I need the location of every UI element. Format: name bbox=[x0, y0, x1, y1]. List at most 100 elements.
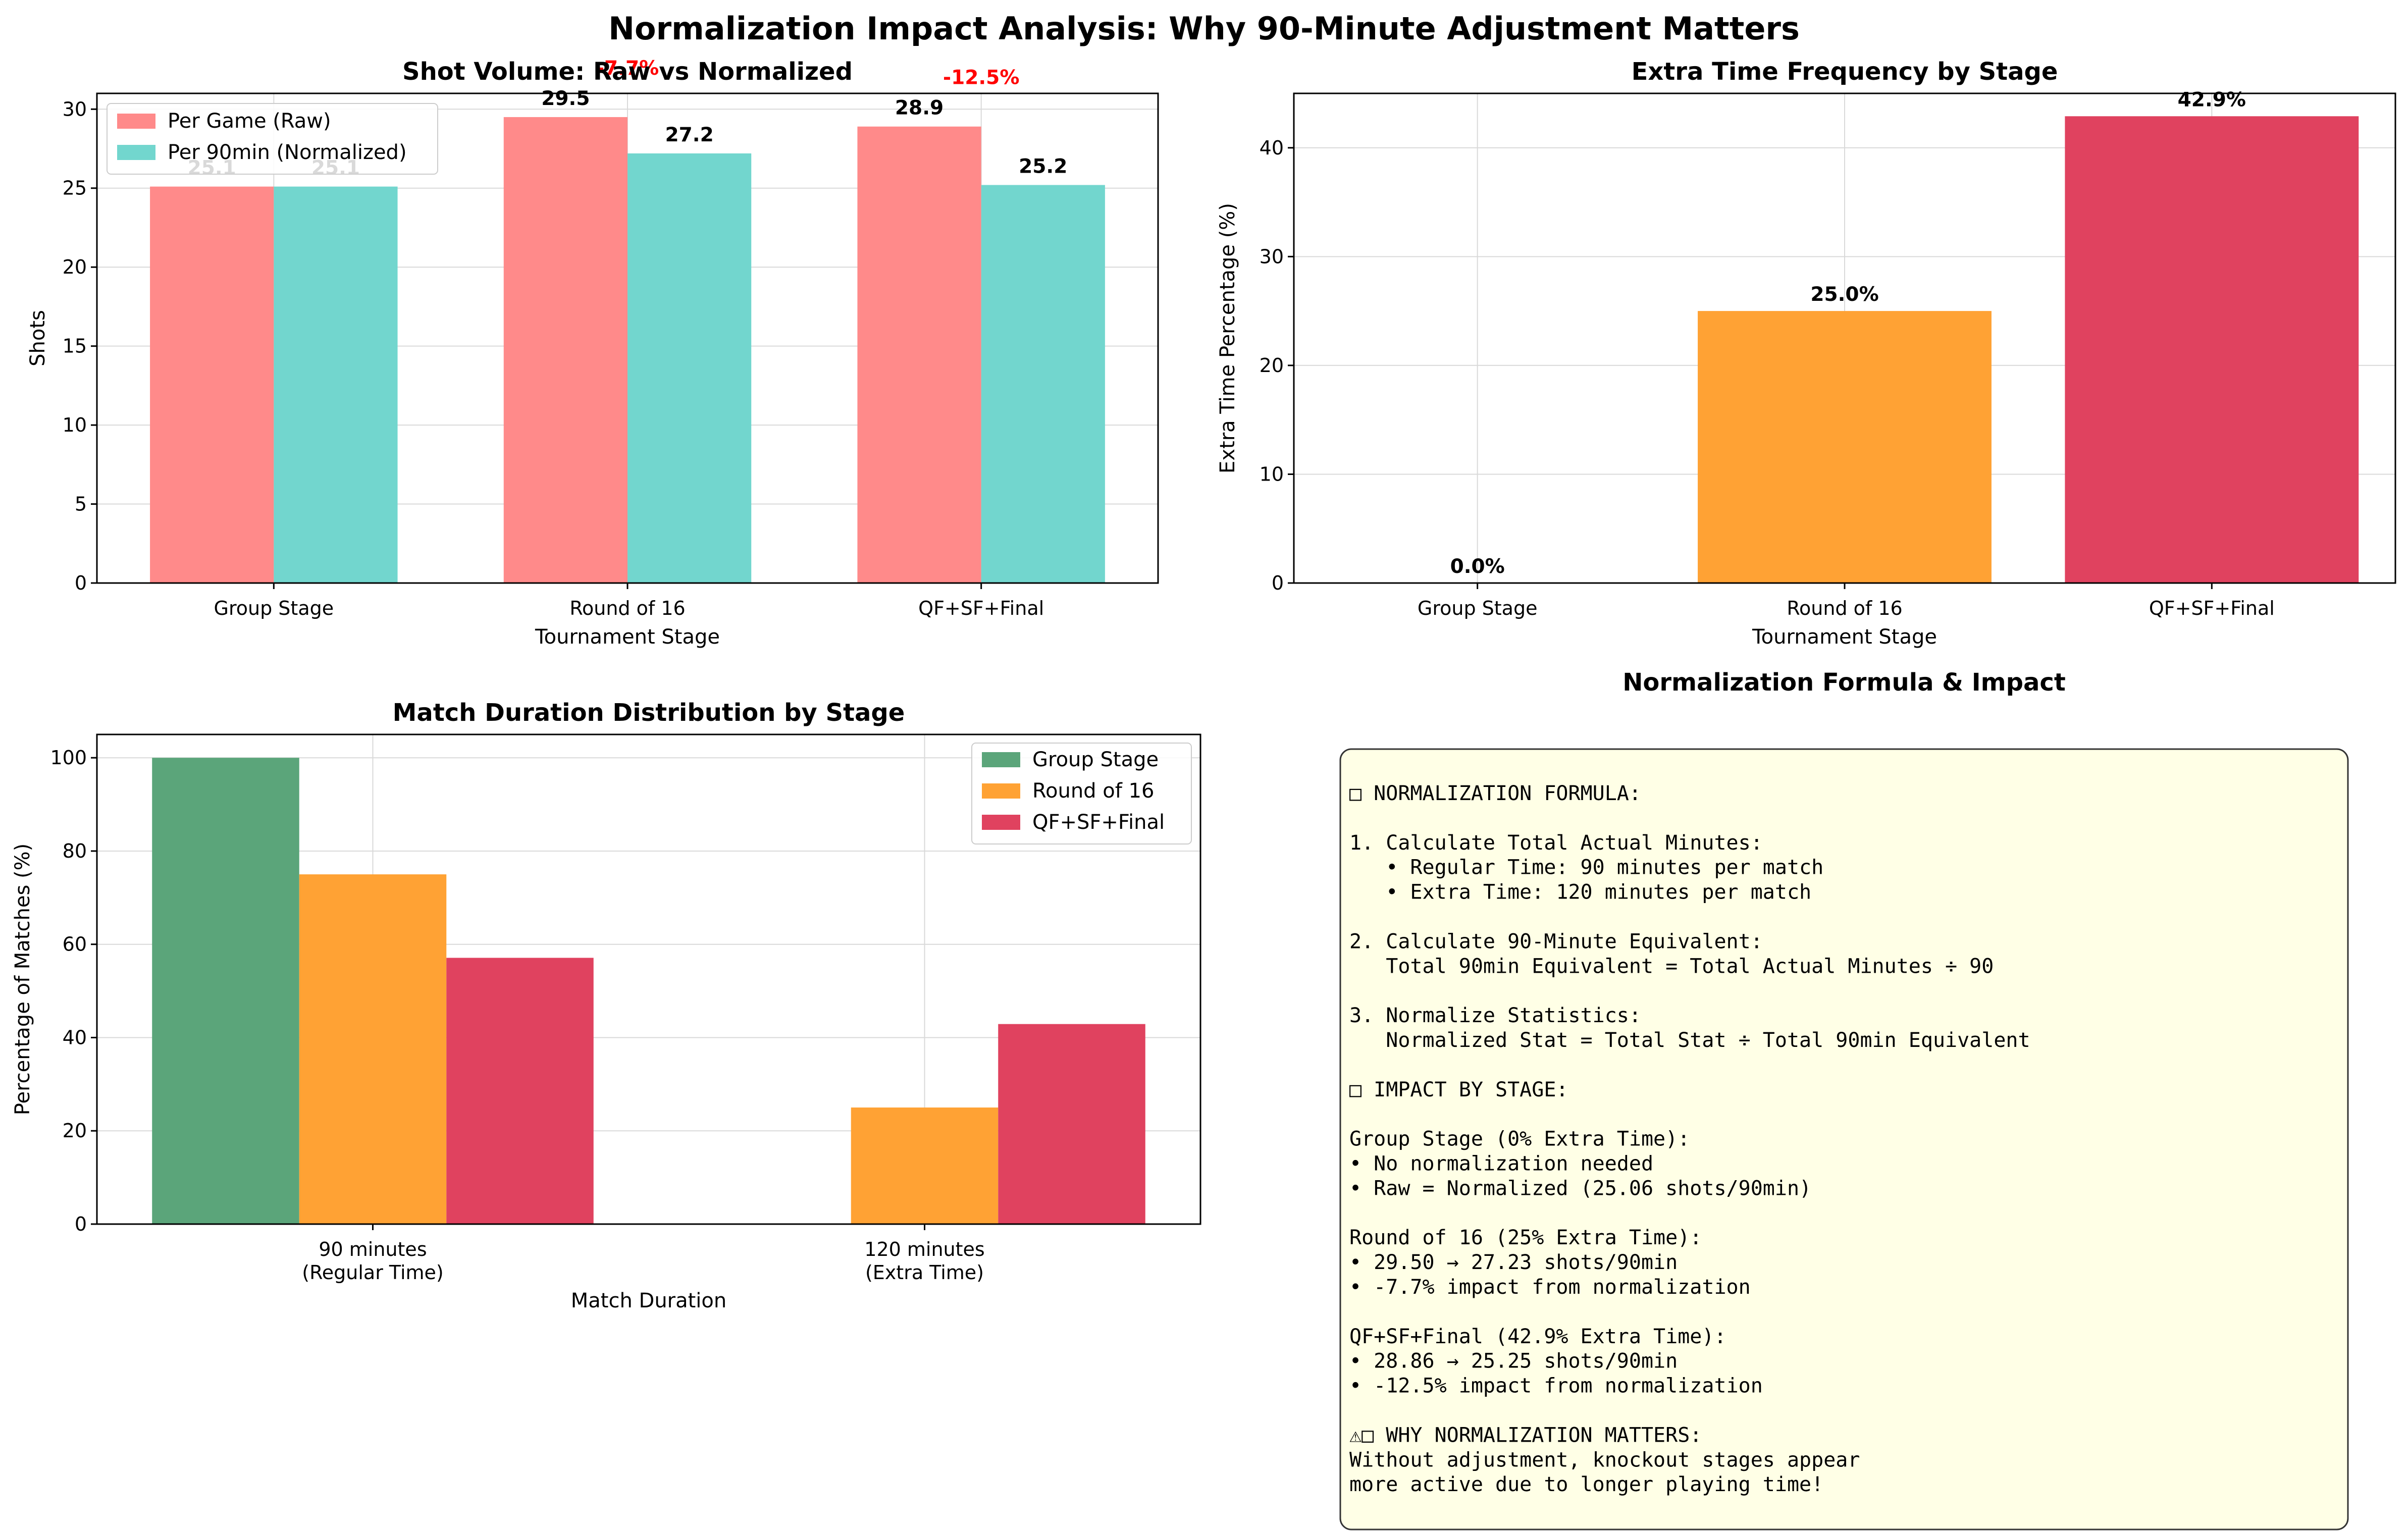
formula-line: Total 90min Equivalent = Total Actual Mi… bbox=[1349, 955, 1994, 978]
formula-line: • No normalization needed bbox=[1349, 1152, 1653, 1176]
c2-ylabel: Extra Time Percentage (%) bbox=[1216, 203, 1239, 473]
c3-legend-box bbox=[971, 743, 1192, 844]
c1-bar-per-90min-normalized-group-stage bbox=[274, 186, 398, 583]
c3-legend-label: QF+SF+Final bbox=[1032, 811, 1165, 834]
extra-time-chart: 0.0% 25.0% 42.9% 0 10 20 30 40 Group Stage Round … bbox=[1216, 58, 2396, 649]
c2-ytick-label: 0 bbox=[1272, 572, 1284, 594]
c2-bar-round-of-16 bbox=[1698, 311, 1992, 583]
c2-ytick-label: 40 bbox=[1260, 137, 1284, 159]
c1-bar-per-game-raw-qf-sf-final bbox=[857, 126, 981, 584]
c1-ytick-label: 10 bbox=[63, 414, 87, 436]
c3-ytick-label: 80 bbox=[63, 840, 87, 862]
c2-xlabel: Tournament Stage bbox=[1752, 625, 1937, 649]
c2-value-label: 42.9% bbox=[2178, 88, 2246, 111]
c1-value-label: 25.2 bbox=[1019, 155, 1067, 178]
c2-ytick-label: 20 bbox=[1260, 354, 1284, 377]
formula-line: • 28.86 → 25.25 shots/90min bbox=[1349, 1350, 1678, 1373]
formula-line: ⚠□ WHY NORMALIZATION MATTERS: bbox=[1349, 1423, 1702, 1447]
c1-legend-label: Per 90min (Normalized) bbox=[168, 141, 407, 164]
c1-change-annotation: -7.7% bbox=[596, 57, 659, 80]
c1-bar-per-game-raw-round-of-16 bbox=[503, 117, 627, 583]
c1-xlabel: Tournament Stage bbox=[535, 625, 720, 649]
c3-legend-swatch bbox=[982, 783, 1020, 799]
c1-legend-box bbox=[107, 103, 438, 175]
c1-ytick-label: 25 bbox=[63, 177, 87, 199]
c1-value-label: 29.5 bbox=[541, 87, 590, 110]
c1-bar-per-90min-normalized-round-of-16 bbox=[627, 153, 752, 584]
c1-ytick-label: 20 bbox=[63, 256, 87, 278]
c2-title: Extra Time Frequency by Stage bbox=[1632, 58, 2058, 86]
c2-ytick-label: 10 bbox=[1260, 463, 1284, 485]
c3-legend-label: Group Stage bbox=[1032, 748, 1159, 771]
c3-axes-frame bbox=[96, 733, 1201, 1225]
c3-legend: Group Stage Round of 16 QF+SF+Final bbox=[971, 743, 1192, 844]
formula-line: QF+SF+Final (42.9% Extra Time): bbox=[1349, 1325, 1726, 1348]
c2-value-label: 25.0% bbox=[1810, 283, 1878, 306]
c1-ytick-label: 15 bbox=[63, 335, 87, 357]
formula-line: 2. Calculate 90-Minute Equivalent: bbox=[1349, 930, 1763, 953]
formula-box bbox=[1339, 748, 2349, 1530]
formula-line: 3. Normalize Statistics: bbox=[1349, 1004, 1641, 1027]
c1-value-label: 28.9 bbox=[895, 97, 944, 120]
c1-legend-swatch bbox=[117, 145, 155, 160]
formula-line: □ IMPACT BY STAGE: bbox=[1349, 1078, 1568, 1101]
c1-xtick-label-group-stage: Group Stage bbox=[214, 597, 334, 619]
c2-bar-qf-sf-final bbox=[2065, 116, 2359, 583]
c3-ytick-label: 0 bbox=[75, 1213, 87, 1235]
c3-bar-round-of-16-90 bbox=[299, 874, 447, 1224]
c3-bar-round-of-16-120 bbox=[851, 1107, 999, 1224]
c3-xtick-label-120-minutes: 120 minutes (Extra Time) bbox=[864, 1238, 984, 1284]
c3-xtick-label-90-minutes: 90 minutes (Regular Time) bbox=[302, 1238, 443, 1284]
c1-xtick-label-qf-sf-final: QF+SF+Final bbox=[918, 597, 1044, 619]
formula-line: Without adjustment, knockout stages appe… bbox=[1349, 1448, 1860, 1471]
c2-ytick-label: 30 bbox=[1260, 245, 1284, 268]
c1-legend-label: Per Game (Raw) bbox=[168, 110, 331, 133]
c1-ytick-label: 30 bbox=[63, 98, 87, 120]
shot-volume-chart: 25.129.528.925.127.225.2-7.7%-12.5%05101… bbox=[26, 57, 1159, 649]
c3-xlabel: Match Duration bbox=[571, 1289, 727, 1312]
formula-line: □ NORMALIZATION FORMULA: bbox=[1349, 782, 1641, 805]
figure-title: Normalization Impact Analysis: Why 90-Mi… bbox=[608, 10, 1800, 47]
formula-line: • Extra Time: 120 minutes per match bbox=[1349, 881, 1811, 904]
c3-ytick-label: 20 bbox=[63, 1120, 87, 1142]
c1-legend-swatch bbox=[117, 114, 155, 129]
c2-value-label: 0.0% bbox=[1450, 555, 1505, 578]
formula-line: • -12.5% impact from normalization bbox=[1349, 1375, 1763, 1398]
c1-bar-per-90min-normalized-qf-sf-final bbox=[981, 185, 1105, 583]
c3-ytick-label: 60 bbox=[63, 933, 87, 956]
c1-change-annotation: -12.5% bbox=[943, 67, 1020, 89]
c3-legend-swatch bbox=[982, 752, 1020, 767]
c2-xtick-label-group-stage: Group Stage bbox=[1418, 597, 1538, 619]
formula-lines: □ NORMALIZATION FORMULA: 1. Calculate Tot… bbox=[1349, 782, 2030, 1496]
c2-xtick-label-qf-sf-final: QF+SF+Final bbox=[2149, 597, 2275, 619]
c1-xtick-label-round-of-16: Round of 16 bbox=[569, 597, 685, 619]
formula-line: • Regular Time: 90 minutes per match bbox=[1349, 856, 1823, 879]
formula-line: more active due to longer playing time! bbox=[1349, 1473, 1823, 1496]
c2-xtick-label-round-of-16: Round of 16 bbox=[1787, 597, 1902, 619]
c1-bar-per-game-raw-group-stage bbox=[150, 186, 274, 583]
match-duration-chart: 0 20 40 60 80 100 90 minutes (Regular Time) 120 … bbox=[11, 699, 1201, 1312]
c3-ytick-label: 100 bbox=[50, 747, 87, 769]
formula-line: • 29.50 → 27.23 shots/90min bbox=[1349, 1251, 1678, 1274]
c3-legend-label: Round of 16 bbox=[1032, 779, 1154, 803]
c3-bar-qf-sf-final-90 bbox=[446, 958, 594, 1224]
formula-line: Normalized Stat = Total Stat ÷ Total 90m… bbox=[1349, 1029, 2030, 1052]
c3-legend-swatch bbox=[982, 815, 1020, 830]
c3-bar-qf-sf-final-120 bbox=[998, 1024, 1145, 1224]
c3-ytick-label: 40 bbox=[63, 1026, 87, 1048]
formula-panel-title: Normalization Formula & Impact bbox=[1622, 668, 2066, 697]
formula-line: Group Stage (0% Extra Time): bbox=[1349, 1128, 1690, 1151]
c1-ylabel: Shots bbox=[26, 310, 49, 366]
c3-ylabel: Percentage of Matches (%) bbox=[11, 843, 34, 1115]
formula-line: 1. Calculate Total Actual Minutes: bbox=[1349, 831, 1763, 855]
c1-ytick-label: 5 bbox=[75, 493, 87, 515]
c1-title: Shot Volume: Raw vs Normalized bbox=[402, 58, 853, 86]
c1-ytick-label: 0 bbox=[75, 572, 87, 594]
formula-panel: Normalization Formula & Impact □ NORMALI… bbox=[1339, 668, 2349, 1530]
formula-line: • Raw = Normalized (25.06 shots/90min) bbox=[1349, 1177, 1811, 1200]
c3-title: Match Duration Distribution by Stage bbox=[393, 699, 905, 727]
c1-legend: Per Game (Raw) Per 90min (Normalized) bbox=[107, 103, 438, 175]
formula-line: • -7.7% impact from normalization bbox=[1349, 1276, 1751, 1299]
formula-line: Round of 16 (25% Extra Time): bbox=[1349, 1226, 1702, 1249]
